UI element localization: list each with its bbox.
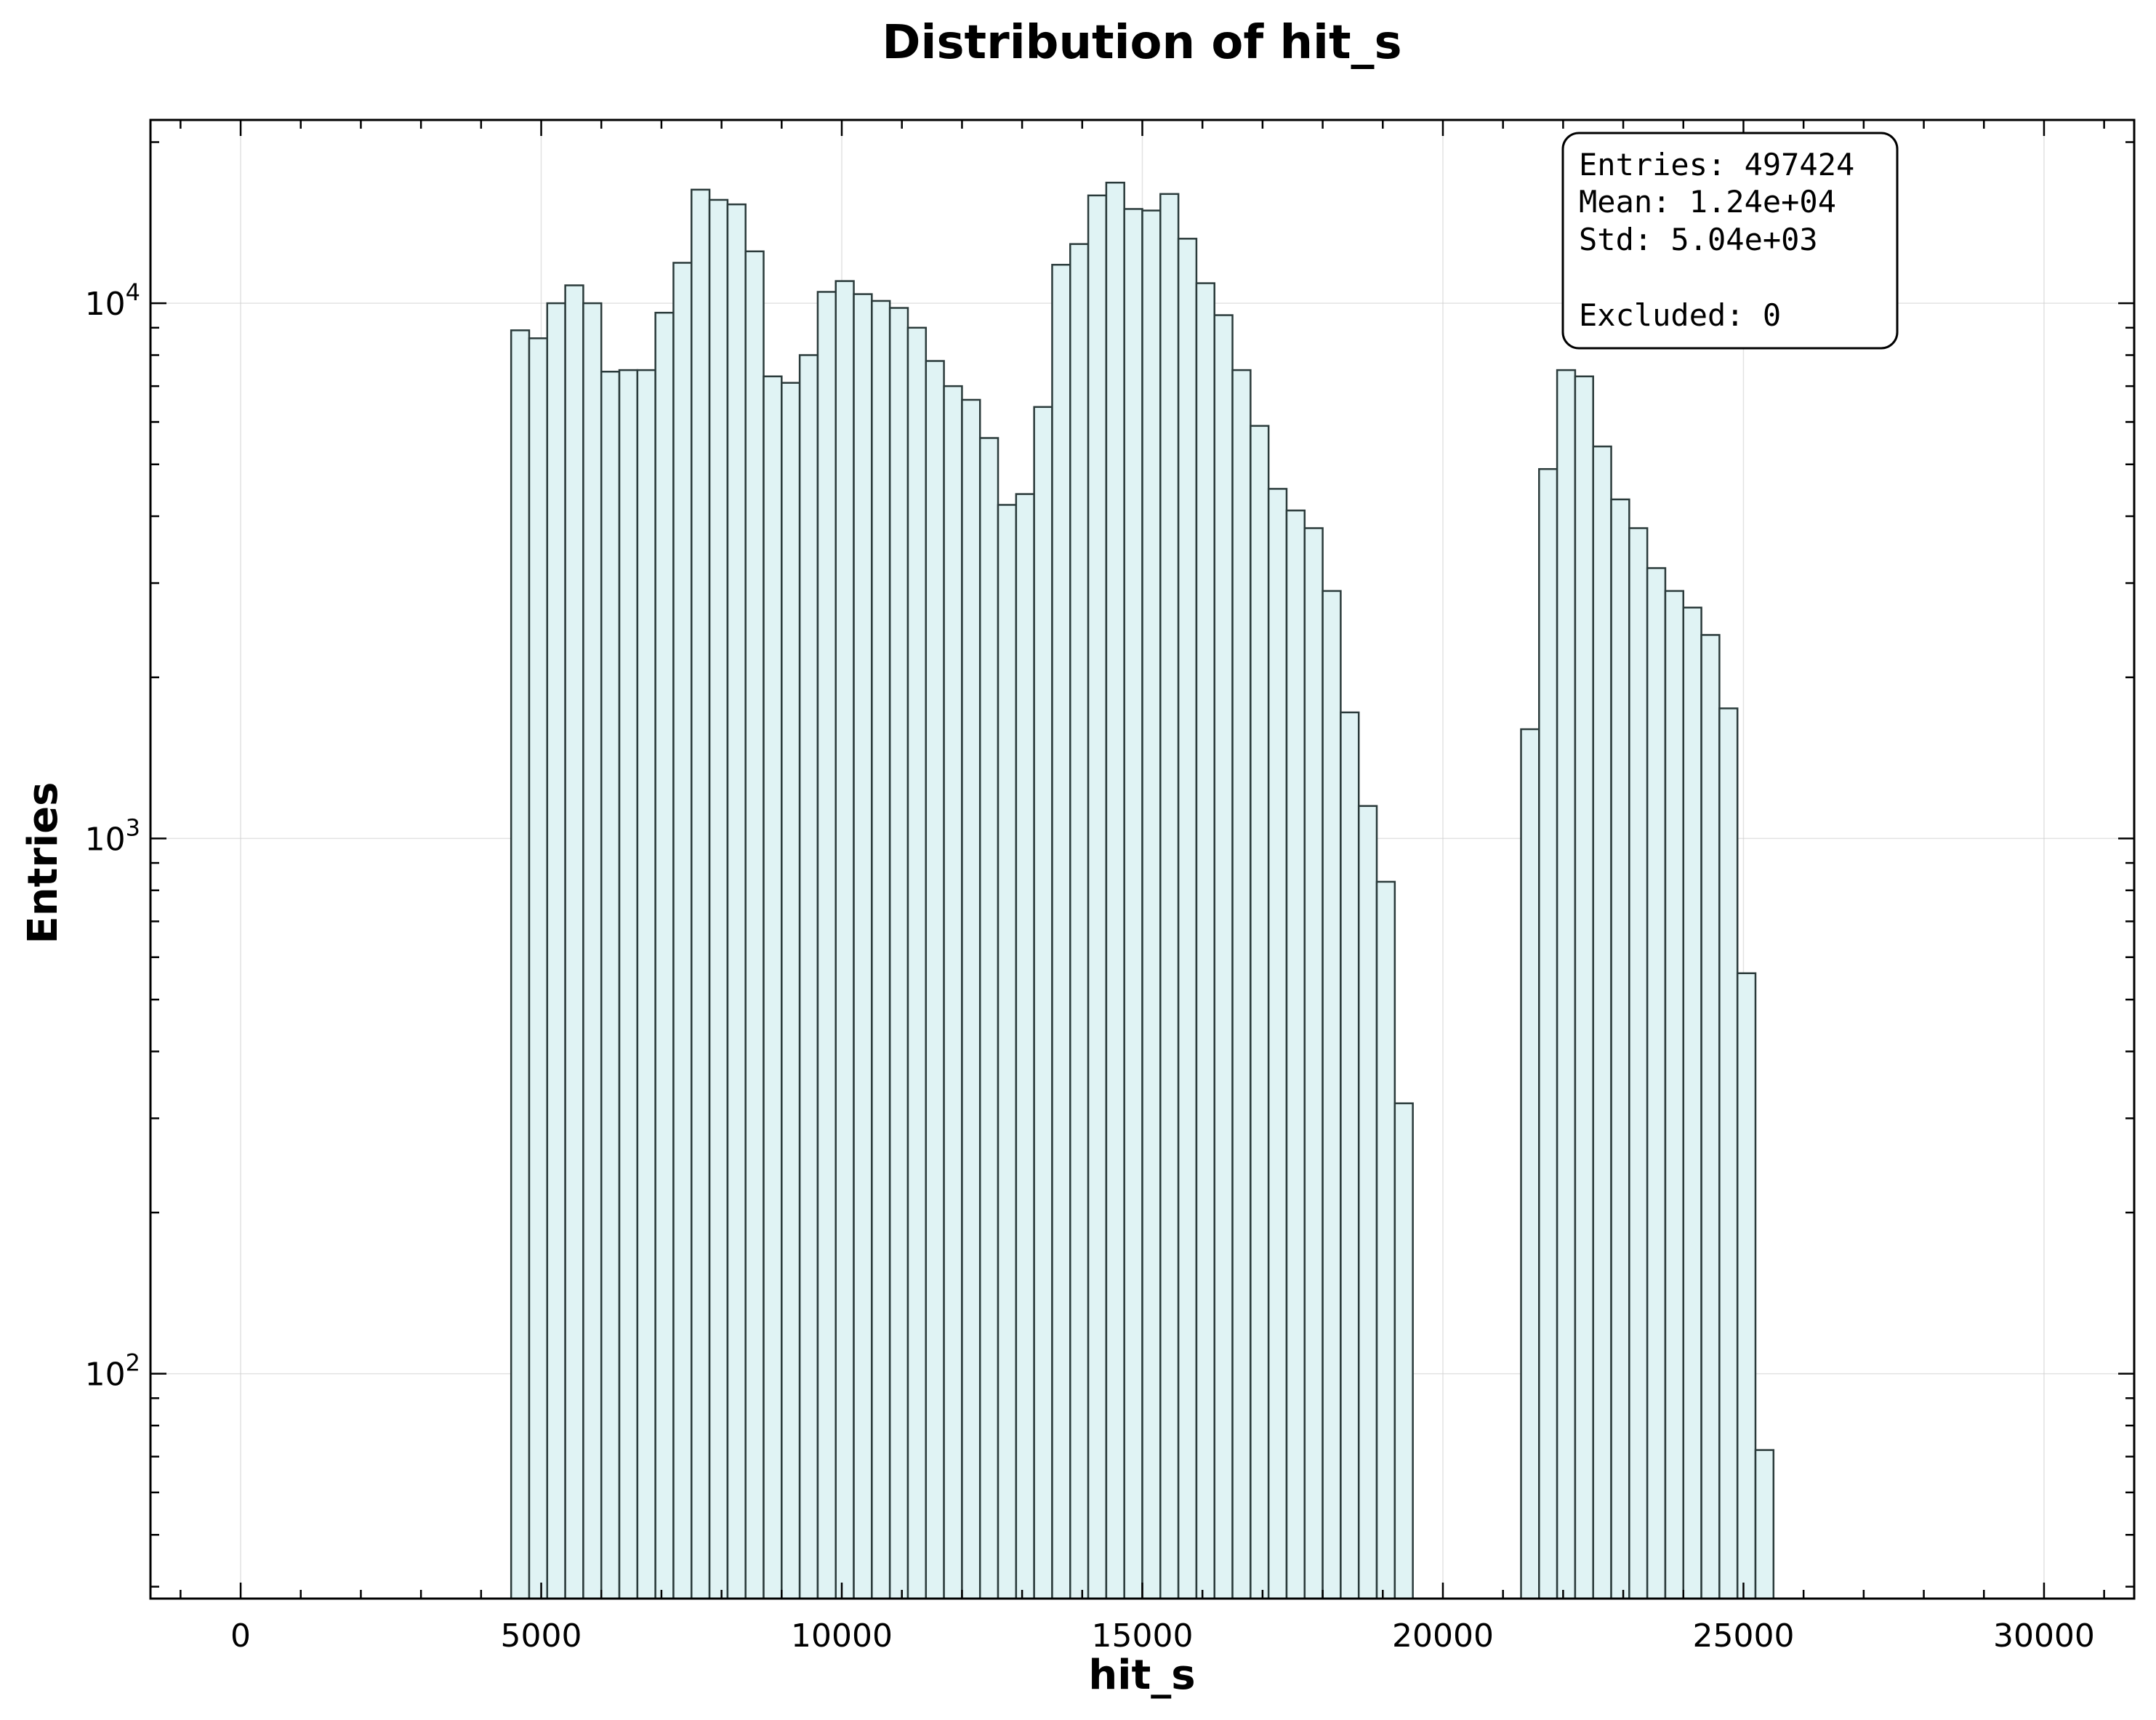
histogram-bar [1322,590,1342,1600]
histogram-bar [672,262,693,1600]
x-axis-label: hit_s [1088,1652,1195,1699]
x-tick-label: 0 [230,1617,251,1655]
y-tick-label: 104 [85,278,140,323]
histogram-bar [961,398,981,1600]
histogram-bar [546,302,566,1600]
x-tick-label: 5000 [501,1617,582,1655]
axis-ticks [150,120,2134,1599]
histogram-bar [1159,193,1180,1600]
histogram-bar [1520,728,1540,1600]
x-tick-label: 20000 [1392,1617,1494,1655]
stats-entries: Entries: 497424 [1579,147,1854,182]
y-tick-labels: 102 103 104 [85,278,140,1394]
y-tick-label: 102 [85,1349,140,1394]
histogram-bar [636,369,656,1600]
histogram-bar [943,385,963,1600]
histogram-bar [1195,282,1215,1600]
histogram-bar [888,307,909,1600]
histogram-bar [1628,527,1649,1600]
y-axis-label: Entries [20,781,67,944]
stats-mean: Mean: 1.24e+04 [1579,184,1836,220]
histogram-bar [1538,467,1558,1600]
histogram-bar [1682,606,1702,1600]
histogram-bar [1646,567,1667,1600]
histogram-bar [1033,406,1053,1600]
histogram-bar [1754,1449,1775,1600]
histogram-bar [834,280,855,1600]
histogram-bar [1393,1102,1414,1600]
histogram-bar [853,293,873,1600]
histogram-bar [1267,488,1288,1600]
histogram-bar [1087,194,1108,1600]
histogram-bar [1303,527,1324,1600]
histogram-bar [1610,498,1630,1600]
histogram-bar [744,250,765,1600]
histogram-bar [816,291,837,1600]
histogram-bar [708,198,729,1600]
histogram-bar [781,382,801,1600]
histogram-bar [1357,805,1378,1600]
histogram-bar [600,370,621,1600]
histogram-bar [654,311,675,1600]
x-tick-label: 30000 [1993,1617,2095,1655]
histogram-bar [1285,509,1306,1600]
histogram-bar [1213,314,1234,1600]
histogram-bar [1123,208,1143,1600]
histogram-bar [1375,880,1396,1600]
stats-excluded: Excluded: 0 [1579,297,1781,333]
histogram-bar [1592,445,1612,1600]
histogram-bar [1069,243,1090,1600]
histogram-bar [582,302,603,1600]
histogram-bar [564,284,584,1600]
histogram-bar [1736,972,1757,1600]
histogram-bar [691,188,711,1600]
histogram-bar [1177,238,1198,1600]
histogram-bar [798,354,819,1600]
histogram-bar [1250,425,1270,1600]
x-tick-label: 10000 [791,1617,893,1655]
histogram-bar [1574,375,1594,1600]
histogram-bar [906,326,928,1600]
histogram-bar [871,300,891,1600]
x-tick-label: 15000 [1092,1617,1194,1655]
stats-box: Entries: 497424 Mean: 1.24e+04 Std: 5.04… [1561,132,1899,350]
histogram-bar [618,369,639,1600]
histogram-bar [1556,369,1577,1600]
histogram-bar [763,375,783,1600]
histogram-bar [726,203,747,1600]
x-tick-labels: 0 5000 10000 15000 20000 25000 30000 [230,1617,2095,1655]
histogram-bar [1664,590,1685,1600]
histogram-bar [1015,493,1035,1600]
y-tick-label: 103 [85,813,140,858]
histogram-bar [1141,209,1162,1600]
histogram-bar [528,337,549,1600]
histogram-bar [1105,181,1125,1600]
x-tick-label: 25000 [1692,1617,1794,1655]
histogram-bars [510,181,1775,1600]
histogram-bar [1718,707,1739,1600]
histogram-bar [925,360,945,1600]
histogram-bar [510,329,531,1600]
stats-std: Std: 5.04e+03 [1579,222,1818,257]
histogram-bar [997,504,1018,1600]
histogram-bar [1051,263,1071,1600]
histogram-bar [1231,369,1252,1600]
stats-box-frame [1561,132,1899,350]
chart-title: Distribution of hit_s [882,16,1401,70]
histogram-bar [1340,711,1360,1600]
histogram-bar [1700,634,1721,1600]
histogram-bar [978,437,999,1600]
